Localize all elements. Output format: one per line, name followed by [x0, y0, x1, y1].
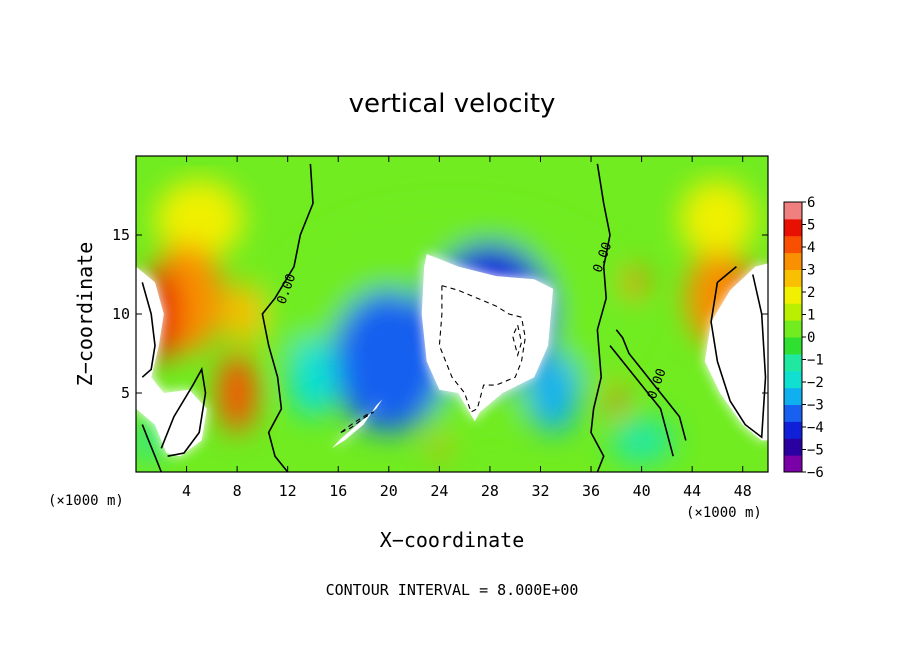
solid-contour-1 — [590, 163, 611, 472]
peak-region-3 — [331, 399, 383, 449]
colorbar-label: −3 — [807, 398, 824, 414]
field-blob-5 — [218, 353, 257, 433]
peak-region-0 — [421, 254, 554, 422]
chart-title: vertical velocity — [349, 89, 556, 119]
x-axis: 4 8 12 16 20 24 28 32 36 40 44 48 — [182, 156, 752, 500]
x-tick-label: 4 — [182, 482, 191, 500]
x-tick-label: 24 — [430, 482, 448, 500]
field-blob-2 — [679, 179, 756, 259]
y-axis-label: Z−coordinate — [73, 242, 97, 387]
solid-contour-5 — [609, 345, 674, 457]
solid-contour-3 — [710, 265, 767, 439]
solid-contour-6 — [615, 329, 687, 441]
field-blob-1 — [154, 179, 244, 259]
colorbar-segment — [784, 421, 802, 439]
field-blob-9 — [626, 266, 645, 299]
dashed-contour-1 — [340, 411, 374, 433]
colorbar-segment — [784, 218, 802, 237]
x-tick-label: 12 — [279, 482, 297, 500]
x-tick-label: 40 — [633, 482, 651, 500]
colorbar-segment — [784, 455, 802, 473]
colorbar-segment — [784, 235, 802, 254]
x-tick-label: 20 — [380, 482, 398, 500]
field-blob-6 — [224, 282, 263, 346]
colorbar-label: −1 — [807, 353, 824, 369]
y-axis: 5 10 15 — [112, 226, 768, 402]
colorbar-segment — [784, 337, 802, 355]
colorbar-label: −4 — [807, 420, 824, 436]
peak-region-2 — [704, 263, 768, 441]
y-axis-units: (×1000 m) — [686, 505, 762, 521]
x-tick-label: 28 — [481, 482, 499, 500]
peak-region-1 — [136, 266, 207, 457]
colorbar-segment — [784, 286, 802, 304]
colorbar-label: −6 — [807, 465, 824, 481]
solid-contour-2 — [160, 366, 207, 457]
colorbar-segment — [784, 353, 802, 372]
field-blob-14 — [287, 337, 339, 417]
field-blob-15 — [527, 353, 579, 433]
colorbar-segment — [784, 387, 802, 405]
colorbar-label: 3 — [807, 263, 815, 279]
colorbar-segment — [784, 269, 802, 287]
y-tick-label: 15 — [112, 226, 130, 244]
colorbar-segment — [784, 370, 802, 389]
y-tick-label: 10 — [112, 305, 130, 323]
colorbar-label: −5 — [807, 443, 824, 459]
colorbar-label: 6 — [807, 195, 815, 211]
solid-contour-4 — [141, 282, 156, 378]
colorbar: 6 5 4 3 2 1 0 −1 −2 −3 −4 −5 −6 — [783, 195, 824, 481]
dashed-contour-0 — [438, 284, 526, 413]
y-tick-label: 5 — [121, 384, 130, 402]
colorbar-segment — [784, 303, 802, 321]
colorbar-label: 1 — [807, 308, 815, 324]
x-tick-label: 36 — [582, 482, 600, 500]
x-tick-label: 44 — [683, 482, 701, 500]
field-blob-16 — [610, 416, 674, 465]
colorbar-segment — [784, 320, 802, 338]
colorbar-segment — [784, 438, 802, 456]
x-tick-label: 8 — [233, 482, 242, 500]
x-tick-label: 32 — [531, 482, 549, 500]
colorbar-label: −2 — [807, 375, 824, 391]
field-blob-10 — [610, 381, 623, 421]
contour-interval-note: CONTOUR INTERVAL = 8.000E+00 — [326, 581, 579, 599]
colorbar-label: 0 — [807, 330, 815, 346]
field-blob-12 — [331, 290, 446, 433]
solid-contour-0 — [261, 163, 314, 472]
x-tick-label: 16 — [329, 482, 347, 500]
dashed-contour-2 — [512, 323, 523, 358]
colorbar-label: 5 — [807, 218, 815, 234]
field-blob-11 — [433, 436, 446, 461]
colorbar-segment — [784, 202, 802, 220]
solid-contour-7 — [141, 424, 163, 472]
colorbar-segment — [784, 404, 802, 422]
x-axis-label: X−coordinate — [380, 528, 525, 552]
x-tick-label: 48 — [734, 482, 752, 500]
x-axis-units: (×1000 m) — [48, 493, 124, 509]
colorbar-segment — [784, 252, 802, 270]
heatmap-field — [136, 156, 768, 472]
colorbar-label: 2 — [807, 285, 815, 301]
colorbar-label: 4 — [807, 240, 815, 256]
